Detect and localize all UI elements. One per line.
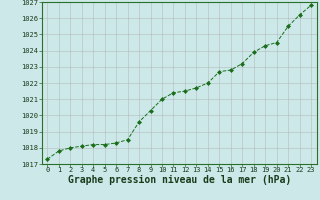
X-axis label: Graphe pression niveau de la mer (hPa): Graphe pression niveau de la mer (hPa) (68, 175, 291, 185)
